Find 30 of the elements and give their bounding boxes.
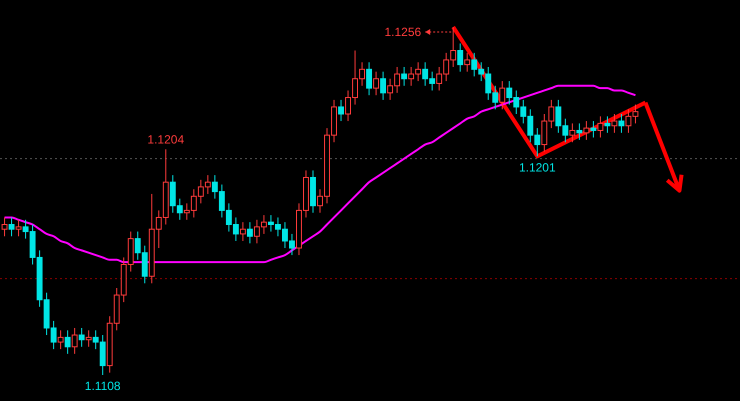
candlestick [16, 219, 22, 237]
candlestick [499, 80, 506, 110]
candlestick [618, 114, 624, 134]
candlestick [457, 42, 464, 72]
candlestick [380, 71, 386, 100]
candlestick [2, 216, 8, 237]
candlestick [464, 52, 470, 72]
candlestick [401, 66, 408, 86]
candlestick [58, 330, 64, 350]
candlestick [246, 222, 253, 244]
candlestick [78, 327, 85, 348]
candlestick [597, 116, 604, 138]
annotation: 1.1204 [147, 132, 184, 146]
annotation: 1.1108 [84, 379, 121, 393]
candlestick [366, 62, 372, 96]
candlestick [604, 116, 610, 134]
candlestick [86, 330, 92, 348]
candlestick [64, 330, 71, 354]
candlestick [611, 114, 618, 134]
candlestick [8, 216, 15, 237]
candlestick [72, 327, 78, 354]
candlestick [240, 222, 246, 242]
candlestick [576, 122, 582, 140]
candlestick [583, 120, 590, 140]
candlestick [569, 122, 576, 143]
candlestick [373, 71, 380, 96]
annotation: 1.1256 [384, 25, 422, 39]
candlestick [590, 120, 596, 138]
candlestick [338, 99, 344, 122]
annotation: 1.1201 [518, 160, 556, 174]
